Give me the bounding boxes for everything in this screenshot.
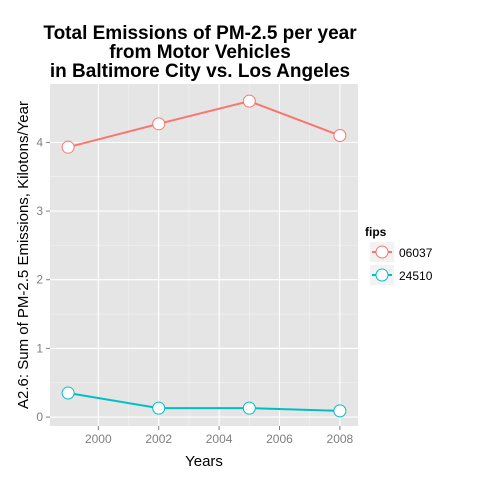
chart-title-line-2: from Motor Vehicles (109, 42, 291, 63)
chart-title-line-1: Total Emissions of PM-2.5 per year (43, 23, 357, 44)
y-axis-title: A2.6: Sum of PM-2.5 Emissions, Kilotons/… (15, 101, 32, 409)
x-axis-title: Years (185, 453, 223, 470)
x-tick-label: 2000 (85, 432, 112, 446)
legend-key-point (375, 268, 389, 282)
data-point (333, 129, 347, 143)
series-06037 (61, 94, 347, 154)
data-point (61, 140, 75, 154)
x-tick-label: 2006 (266, 432, 293, 446)
series-24510 (61, 386, 347, 418)
data-point (61, 386, 75, 400)
legend: fips 06037 24510 (365, 225, 433, 285)
legend-label: 06037 (399, 246, 433, 260)
x-tick-label: 2008 (327, 432, 354, 446)
data-point (242, 94, 256, 108)
data-point (242, 401, 256, 415)
x-tick-label: 2002 (145, 432, 172, 446)
chart-title-line-3: in Baltimore City vs. Los Angeles (49, 61, 351, 82)
y-tick-label: 0 (36, 410, 43, 424)
plot-panel (50, 84, 358, 426)
y-tick-label: 1 (36, 341, 43, 355)
x-tick-label: 2004 (206, 432, 233, 446)
legend-item-06037: 06037 (370, 242, 433, 262)
legend-key-point (375, 245, 389, 259)
data-point (152, 401, 166, 415)
data-point (152, 117, 166, 131)
data-point (333, 404, 347, 418)
y-tick-label: 3 (36, 204, 43, 218)
y-tick-label: 4 (36, 135, 43, 149)
series-line (67, 100, 341, 149)
legend-item-24510: 24510 (370, 265, 433, 285)
series-line (67, 392, 340, 412)
y-tick-label: 2 (36, 273, 43, 287)
legend-title: fips (365, 225, 387, 239)
legend-label: 24510 (399, 269, 433, 283)
